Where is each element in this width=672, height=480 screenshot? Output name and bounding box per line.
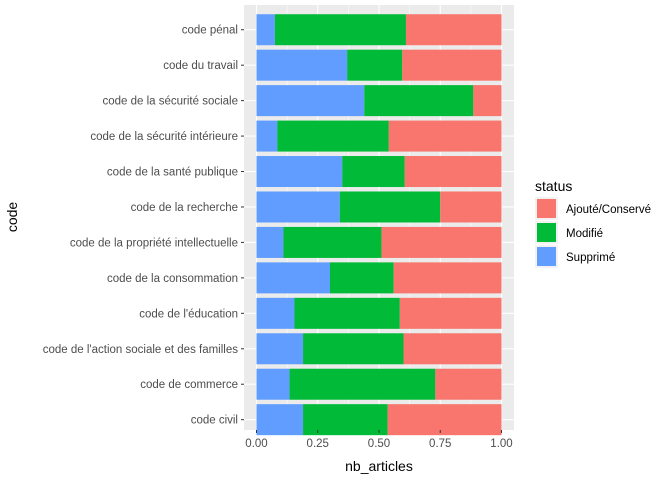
bar-supprim [256, 404, 304, 436]
y-tick-label: code civil [191, 415, 238, 427]
legend-swatch [537, 247, 556, 266]
y-tick-label: code de la recherche [131, 202, 238, 214]
bar-supprim [256, 85, 365, 117]
bar-supprim [256, 368, 290, 400]
y-tick-label: code de la propriété intellectuelle [70, 237, 238, 249]
bar-ajout-conserv [473, 85, 502, 117]
y-tick-label: code de la sécurité intérieure [90, 131, 238, 143]
y-axis: code pénal code du travail code de la sécu… [43, 25, 244, 427]
bar-ajout-conserv [402, 49, 502, 81]
legend-label: Supprimé [566, 252, 615, 264]
bar-supprim [256, 14, 275, 46]
bar-modifi [342, 156, 405, 188]
bar-supprim [256, 120, 278, 152]
x-tick-label: 0.50 [368, 438, 390, 450]
bar-supprim [256, 156, 343, 188]
bar-supprim [256, 49, 348, 81]
legend-label: Ajouté/Conservé [566, 204, 651, 216]
x-axis-title: nb_articles [345, 458, 413, 474]
x-tick-label: 0.75 [429, 438, 451, 450]
x-tick-label: 0.25 [307, 438, 329, 450]
bar-ajout-conserv [381, 226, 502, 258]
bar-modifi [364, 85, 474, 117]
bar-ajout-conserv [388, 120, 502, 152]
y-tick-label: code pénal [182, 25, 238, 37]
bars [256, 14, 502, 436]
bar-modifi [289, 368, 436, 400]
bar-ajout-conserv [404, 156, 502, 188]
bar-modifi [303, 333, 404, 365]
y-tick-label: code de la santé publique [107, 167, 238, 179]
bar-supprim [256, 191, 340, 223]
bar-ajout-conserv [440, 191, 502, 223]
bar-modifi [277, 120, 389, 152]
bar-ajout-conserv [405, 14, 502, 46]
bar-ajout-conserv [435, 368, 502, 400]
x-axis: 0.00 0.25 0.50 0.75 1.00 [245, 430, 513, 450]
bar-modifi [347, 49, 403, 81]
y-tick-label: code de l'éducation [139, 308, 238, 320]
bar-modifi [283, 226, 382, 258]
legend-swatch [537, 199, 556, 218]
bar-ajout-conserv [393, 262, 502, 294]
legend-swatch [537, 223, 556, 242]
legend: status Ajouté/Conservé Modifié Supprimé [535, 178, 651, 268]
x-tick-label: 0.00 [245, 438, 267, 450]
bar-supprim [256, 333, 304, 365]
bar-modifi [294, 297, 400, 329]
bar-modifi [330, 262, 394, 294]
bar-ajout-conserv [399, 297, 502, 329]
y-axis-title: code [4, 202, 20, 233]
bar-supprim [256, 297, 295, 329]
y-tick-label: code du travail [163, 60, 238, 72]
bar-ajout-conserv [387, 404, 502, 436]
bar-ajout-conserv [403, 333, 502, 365]
bar-supprim [256, 226, 284, 258]
bar-modifi [303, 404, 388, 436]
bar-modifi [274, 14, 406, 46]
bar-supprim [256, 262, 330, 294]
y-tick-label: code de la consommation [107, 273, 238, 285]
legend-title: status [535, 178, 572, 194]
y-tick-label: code de la sécurité sociale [102, 96, 238, 108]
legend-label: Modifié [566, 228, 603, 240]
y-tick-label: code de l'action sociale et des familles [43, 344, 238, 356]
y-tick-label: code de commerce [140, 379, 238, 391]
bar-modifi [339, 191, 441, 223]
x-tick-label: 1.00 [490, 438, 512, 450]
